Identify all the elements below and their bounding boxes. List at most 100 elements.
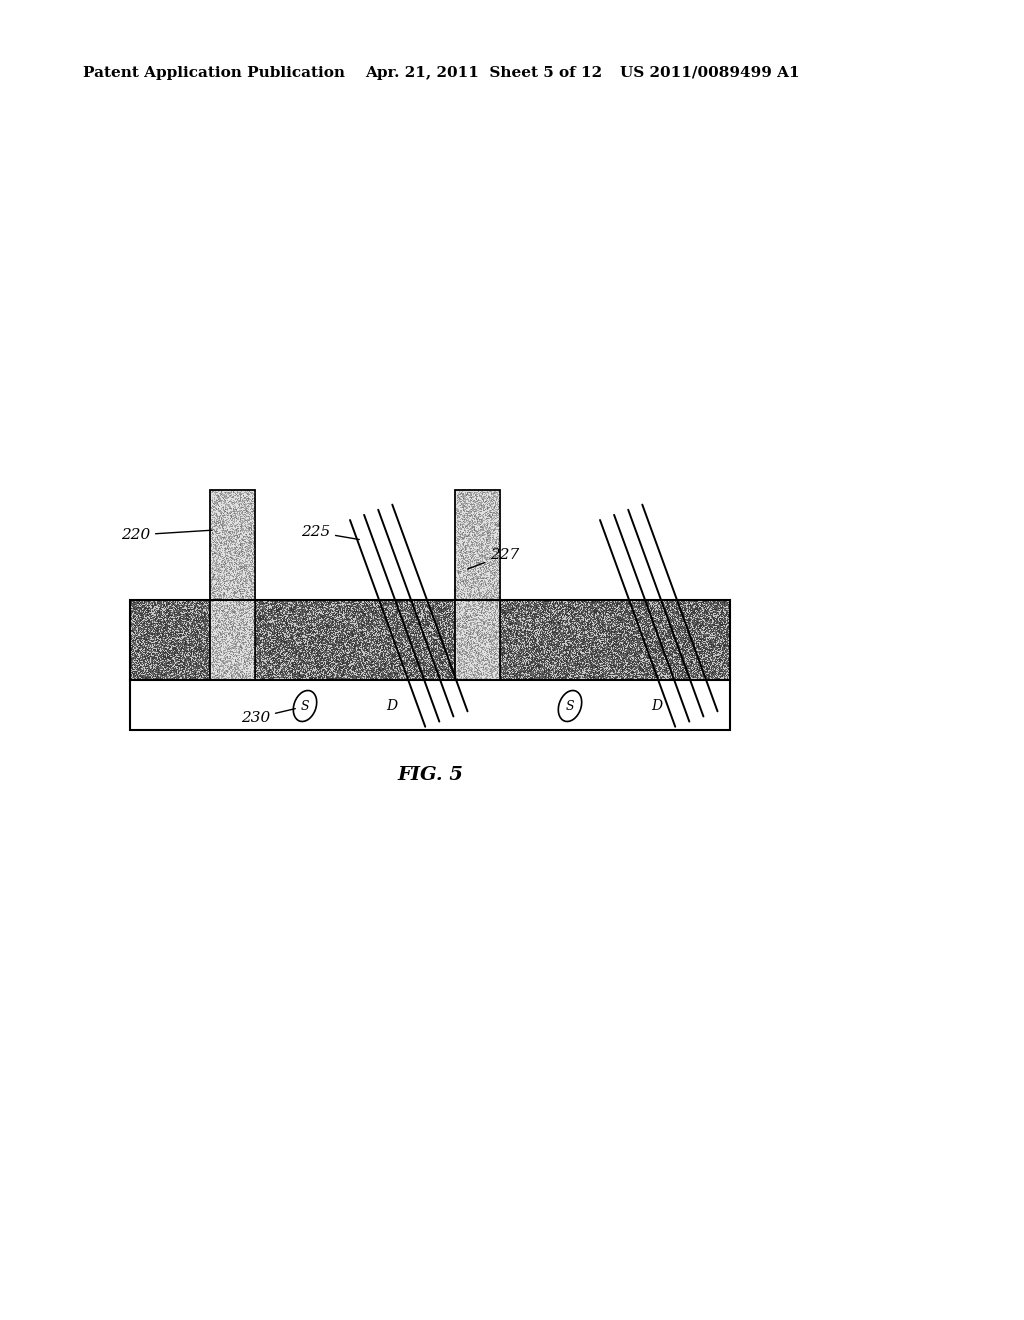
Point <box>228 657 245 678</box>
Point <box>717 626 733 647</box>
Point <box>549 647 565 668</box>
Point <box>315 656 332 677</box>
Point <box>156 612 172 634</box>
Point <box>476 660 493 681</box>
Point <box>302 669 318 690</box>
Point <box>560 660 577 681</box>
Point <box>222 619 239 640</box>
Point <box>454 513 470 535</box>
Point <box>479 631 496 652</box>
Point <box>647 660 664 681</box>
Point <box>482 492 499 513</box>
Point <box>228 619 245 640</box>
Point <box>710 594 726 615</box>
Point <box>245 659 261 680</box>
Point <box>520 648 537 669</box>
Point <box>227 539 244 560</box>
Point <box>468 599 484 620</box>
Point <box>245 513 261 535</box>
Point <box>447 527 464 548</box>
Point <box>662 599 678 620</box>
Point <box>214 548 230 569</box>
Point <box>343 632 359 653</box>
Point <box>659 597 676 618</box>
Point <box>472 636 488 657</box>
Point <box>212 622 228 643</box>
Point <box>237 531 253 552</box>
Point <box>445 664 462 685</box>
Point <box>375 618 391 639</box>
Point <box>228 577 245 598</box>
Point <box>577 612 593 634</box>
Point <box>642 648 658 669</box>
Point <box>263 664 280 685</box>
Point <box>455 535 471 556</box>
Point <box>528 663 545 684</box>
Point <box>212 597 228 618</box>
Point <box>580 656 596 677</box>
Point <box>326 614 342 635</box>
Point <box>570 643 587 664</box>
Point <box>450 632 466 653</box>
Point <box>674 615 690 636</box>
Point <box>283 597 299 618</box>
Point <box>414 660 430 681</box>
Point <box>512 598 528 619</box>
Point <box>464 636 480 657</box>
Point <box>686 615 702 636</box>
Point <box>361 622 378 643</box>
Point <box>354 628 371 649</box>
Point <box>153 656 169 677</box>
Point <box>546 665 562 686</box>
Point <box>626 630 642 651</box>
Point <box>488 525 505 546</box>
Point <box>419 657 435 678</box>
Point <box>649 663 666 684</box>
Point <box>203 607 219 628</box>
Point <box>139 632 156 653</box>
Point <box>429 597 445 618</box>
Point <box>688 618 705 639</box>
Point <box>217 553 233 574</box>
Point <box>457 491 473 512</box>
Point <box>688 593 705 614</box>
Point <box>401 616 418 638</box>
Point <box>468 620 484 642</box>
Point <box>568 643 585 664</box>
Point <box>666 605 682 626</box>
Point <box>384 648 400 669</box>
Point <box>127 652 143 673</box>
Point <box>191 645 208 667</box>
Point <box>316 630 333 651</box>
Point <box>306 634 323 655</box>
Point <box>356 647 373 668</box>
Point <box>429 614 445 635</box>
Point <box>438 668 455 689</box>
Point <box>166 606 182 627</box>
Point <box>287 626 303 647</box>
Point <box>701 593 718 614</box>
Point <box>221 603 238 624</box>
Point <box>413 612 429 634</box>
Point <box>219 570 236 591</box>
Point <box>440 595 457 616</box>
Point <box>468 647 484 668</box>
Point <box>477 653 494 675</box>
Point <box>547 653 563 675</box>
Point <box>585 602 601 623</box>
Point <box>242 520 258 541</box>
Point <box>153 603 169 624</box>
Point <box>280 656 296 677</box>
Point <box>482 663 499 684</box>
Point <box>480 557 497 578</box>
Point <box>562 628 579 649</box>
Point <box>264 643 281 664</box>
Point <box>584 668 600 689</box>
Point <box>412 636 428 657</box>
Point <box>620 627 636 648</box>
Point <box>662 607 678 628</box>
Point <box>614 644 631 665</box>
Point <box>189 610 206 631</box>
Point <box>475 591 492 612</box>
Point <box>640 614 656 635</box>
